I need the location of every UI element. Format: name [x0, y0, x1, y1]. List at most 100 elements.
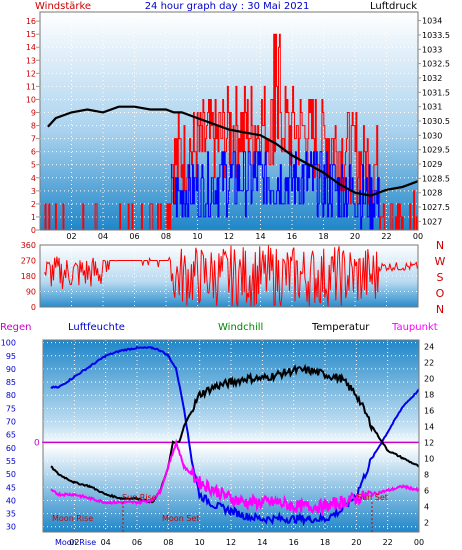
legend-luftfeuchte: Luftfeuchte [68, 322, 125, 333]
tick-label-hour: 20 [351, 538, 361, 547]
axis-x-climate: 02 04 06 08 10 12 14 16 18 20 22 00 [69, 538, 424, 547]
series-pressure [47, 105, 419, 197]
tick-label-temperature: 12 [424, 438, 434, 447]
tick-label-wind: 16 [26, 17, 36, 26]
tick-label-direction: 180 [21, 272, 36, 281]
tick-label-hour: 12 [224, 232, 234, 241]
tick-label-humidity: 100 [1, 339, 16, 348]
annotation-moon-rise: Moon Rise [52, 514, 93, 523]
tick-label-humidity: 75 [6, 404, 16, 413]
tick-label-pressure: 1028.5 [422, 174, 450, 183]
tick-label-wind: 7 [31, 135, 36, 144]
compass-label: N [436, 303, 444, 316]
tick-label-humidity: 50 [6, 470, 16, 479]
right-axis-title: Luftdruck [370, 1, 417, 12]
tick-label-humidity: 45 [6, 483, 16, 492]
tick-label-wind: 5 [31, 161, 36, 170]
tick-label-temperature: 2 [424, 518, 429, 527]
compass-label: O [436, 287, 445, 300]
tick-label-temperature: 8 [424, 470, 429, 479]
tick-label-humidity: 70 [6, 418, 16, 427]
tick-label-wind: 10 [26, 95, 36, 104]
legend-climate: Regen Luftfeuchte Windchill Temperatur Taupu… [0, 322, 438, 333]
annotation-sun-rise: Sun Rise [122, 493, 157, 502]
tick-label-humidity: 65 [6, 431, 16, 440]
series-temperature [50, 363, 420, 504]
legend-windchill: Windchill [218, 322, 263, 333]
tick-label-pressure: 1029.5 [422, 146, 450, 155]
tick-label-temperature: 10 [424, 454, 434, 463]
tick-label-hour: 02 [66, 232, 76, 241]
tick-label-temperature: 20 [424, 374, 434, 383]
tick-label-hour: 10 [192, 232, 202, 241]
rain-zero-label: 0 [34, 438, 40, 448]
tick-label-wind: 3 [31, 187, 36, 196]
tick-label-hour: 06 [132, 538, 142, 547]
tick-label-humidity: 90 [6, 365, 16, 374]
tick-label-hour: 20 [350, 232, 360, 241]
tick-label-hour: 00 [413, 232, 423, 241]
tick-label-pressure: 1027 [422, 217, 442, 226]
tick-label-wind: 9 [31, 109, 36, 118]
tick-label-wind: 15 [26, 30, 36, 39]
tick-label-wind: 4 [31, 174, 36, 183]
chart-title: 24 hour graph day : 30 Mai 2021 [145, 1, 310, 12]
series-dewpoint [50, 438, 420, 517]
tick-label-hour: 04 [98, 232, 108, 241]
tick-label-humidity: 95 [6, 352, 16, 361]
tick-label-wind: 2 [31, 200, 36, 209]
tick-label-wind: 8 [31, 122, 36, 131]
tick-label-hour: 14 [257, 538, 267, 547]
tick-label-pressure: 1032 [422, 74, 442, 83]
legend-temperatur: Temperatur [311, 322, 370, 333]
tick-label-pressure: 1029 [422, 160, 442, 169]
compass-label: N [436, 239, 444, 252]
tick-label-direction: 90 [26, 288, 36, 297]
tick-label-temperature: 6 [424, 486, 429, 495]
tick-label-hour: 18 [320, 538, 330, 547]
tick-label-direction: 270 [21, 257, 36, 266]
tick-label-hour: 04 [101, 538, 111, 547]
axis-x-wind: 02 04 06 08 10 12 14 16 18 20 22 00 [66, 232, 423, 241]
tick-label-wind: 1 [31, 213, 36, 222]
tick-label-direction: 360 [21, 241, 36, 250]
tick-label-pressure: 1028 [422, 189, 442, 198]
tick-label-pressure: 1034 [422, 17, 442, 26]
tick-label-humidity: 85 [6, 378, 16, 387]
plot-border-direction [39, 244, 419, 308]
plot-border-climate [42, 339, 420, 533]
tick-label-hour: 02 [69, 538, 79, 547]
tick-label-temperature: 24 [424, 342, 434, 351]
axis-left-direction: 0 90 180 270 360 [21, 241, 36, 312]
tick-label-pressure: 1031.5 [422, 88, 450, 97]
tick-label-temperature: 22 [424, 358, 434, 367]
tick-label-humidity: 60 [6, 444, 16, 453]
series-wind-avg [170, 151, 380, 231]
tick-label-pressure: 1030.5 [422, 117, 450, 126]
tick-label-temperature: 16 [424, 406, 434, 415]
series-wind-direction [44, 245, 418, 307]
tick-label-wind: 6 [31, 148, 36, 157]
tick-label-pressure: 1027.5 [422, 203, 450, 212]
tick-label-humidity: 30 [6, 523, 16, 532]
tick-label-temperature: 18 [424, 390, 434, 399]
plot-area-direction [40, 245, 418, 307]
annotation-sun-set: Sun Set [357, 493, 388, 502]
tick-label-pressure: 1031 [422, 103, 442, 112]
tick-label-hour: 08 [163, 538, 173, 547]
tick-label-hour: 22 [381, 232, 391, 241]
tick-label-hour: 10 [195, 538, 205, 547]
tick-label-pressure: 1033.5 [422, 31, 450, 40]
wind-gust-trace [43, 33, 418, 231]
tick-label-humidity: 80 [6, 391, 16, 400]
wind-avg-trace [170, 151, 380, 231]
tick-label-wind: 13 [26, 56, 36, 65]
tick-label-pressure: 1032.5 [422, 60, 450, 69]
tick-label-hour: 00 [414, 538, 424, 547]
grid-wind [40, 12, 419, 231]
